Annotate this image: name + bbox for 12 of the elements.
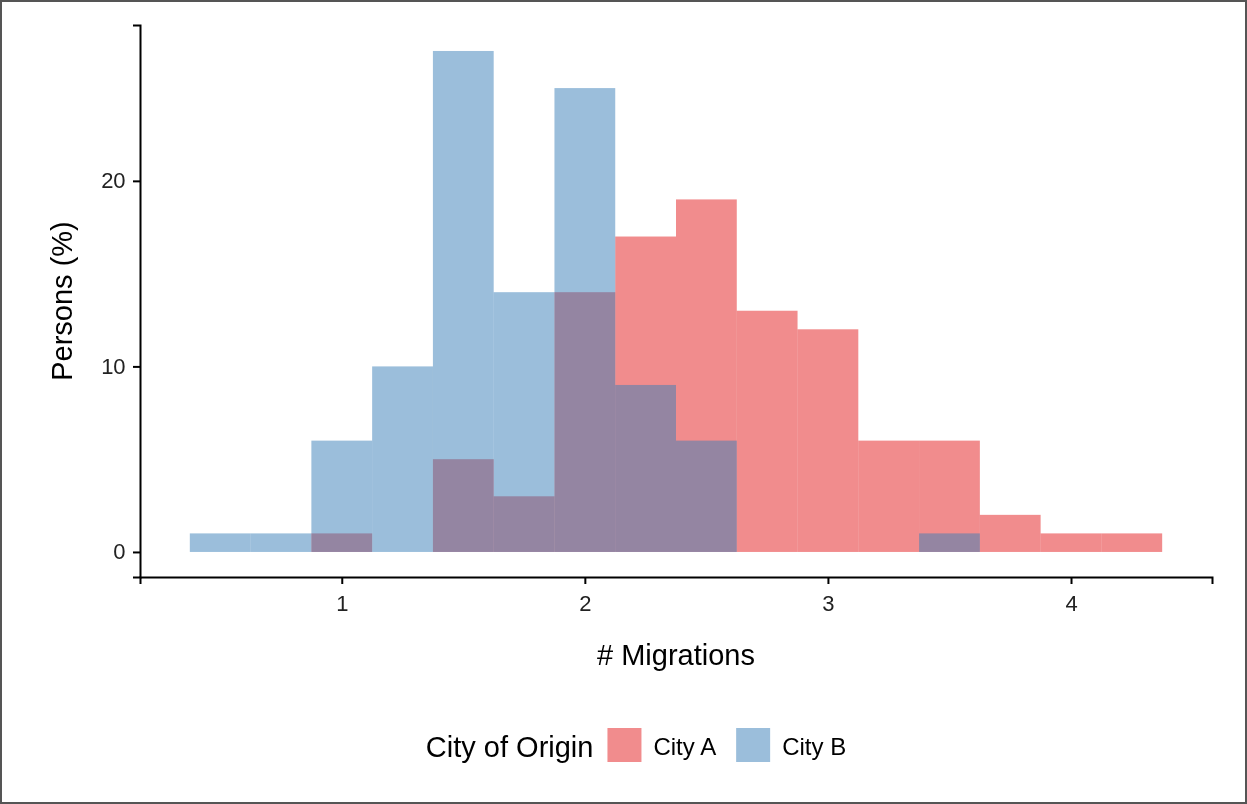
legend-label: City A bbox=[653, 733, 717, 760]
x-tick-label: 1 bbox=[336, 591, 349, 617]
x-tick-label: 4 bbox=[1065, 591, 1078, 617]
y-tick-label: 0 bbox=[113, 539, 126, 565]
legend-label: City B bbox=[782, 733, 847, 760]
y-axis-title: Persons (%) bbox=[46, 221, 78, 381]
x-tick-label: 3 bbox=[822, 591, 835, 617]
x-tick-label: 2 bbox=[579, 591, 592, 617]
x-axis-title: # Migrations bbox=[597, 639, 755, 671]
y-tick-label: 20 bbox=[101, 168, 126, 194]
y-tick-label: 10 bbox=[101, 353, 126, 379]
legend-title: City of Origin bbox=[425, 731, 594, 763]
